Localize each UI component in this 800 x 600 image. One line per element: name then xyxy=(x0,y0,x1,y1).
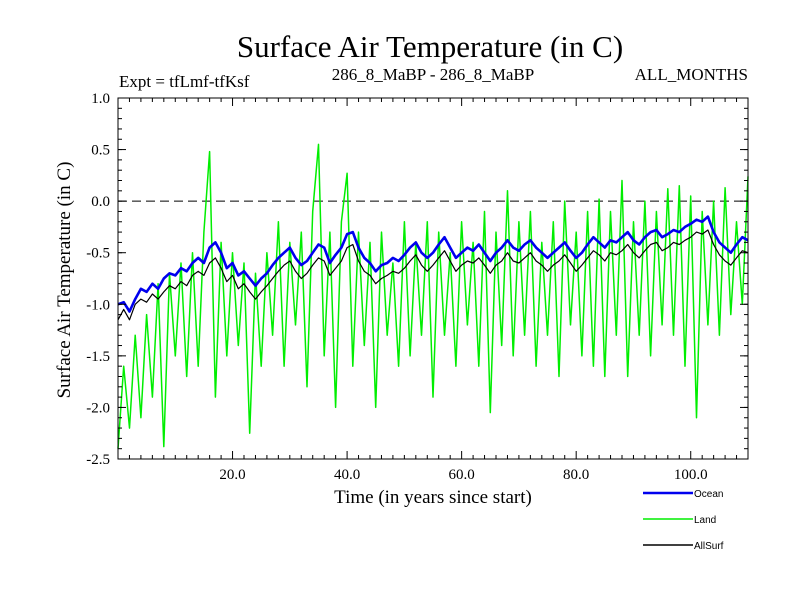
chart-subtitle-left: Expt = tfLmf-tfKsf xyxy=(119,72,250,91)
series-allsurf-line xyxy=(117,229,749,321)
y-tick-label: -0.5 xyxy=(86,246,110,262)
chart-subtitle-center: 286_8_MaBP - 286_8_MaBP xyxy=(332,65,534,84)
y-tick-label: -1.0 xyxy=(86,297,110,313)
legend-label-ocean: Ocean xyxy=(694,489,723,500)
series-layer xyxy=(117,143,749,449)
y-tick-label: 0.5 xyxy=(91,143,110,159)
x-axis-label: Time (in years since start) xyxy=(334,487,532,508)
legend-label-land: Land xyxy=(694,515,716,526)
legend-label-allsurf: AllSurf xyxy=(694,541,724,552)
y-tick-label: 0.0 xyxy=(91,194,110,210)
x-tick-label: 100.0 xyxy=(674,467,708,483)
chart-subtitle-right: ALL_MONTHS xyxy=(635,65,748,84)
x-tick-label: 20.0 xyxy=(219,467,245,483)
y-axis-label: Surface Air Temperature (in C) xyxy=(54,162,75,399)
y-tick-label: -2.5 xyxy=(86,452,110,468)
axis-layer: -2.5 -2.0 -1.5 -1.0 -0.5 0.0 0.5 1.0 20.0 40.0 60.… xyxy=(86,91,749,483)
legend: Ocean Land AllSurf xyxy=(643,489,724,552)
y-tick-label: -1.5 xyxy=(86,349,110,365)
series-ocean-line xyxy=(117,215,749,313)
chart-title: Surface Air Temperature (in C) xyxy=(237,29,623,64)
x-tick-label: 60.0 xyxy=(449,467,475,483)
x-tick-label: 40.0 xyxy=(334,467,360,483)
x-tick-label: 80.0 xyxy=(563,467,589,483)
series-land-line xyxy=(117,143,749,449)
y-tick-label: 1.0 xyxy=(91,91,110,107)
y-tick-label: -2.0 xyxy=(86,400,110,416)
plot-frame xyxy=(117,97,749,460)
